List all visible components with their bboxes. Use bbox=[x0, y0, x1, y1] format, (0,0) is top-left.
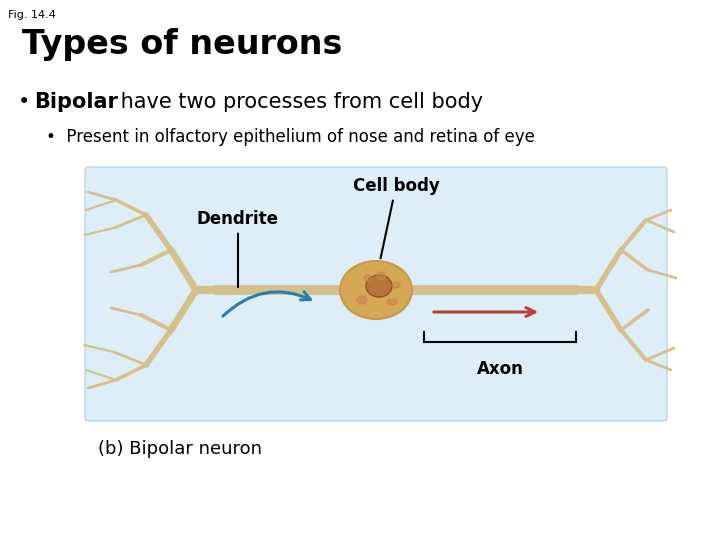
Ellipse shape bbox=[366, 275, 392, 297]
Ellipse shape bbox=[377, 272, 385, 280]
FancyArrowPatch shape bbox=[433, 308, 535, 316]
Text: Fig. 14.4: Fig. 14.4 bbox=[8, 10, 56, 20]
Ellipse shape bbox=[364, 275, 372, 281]
Ellipse shape bbox=[392, 282, 400, 288]
Text: have two processes from cell body: have two processes from cell body bbox=[114, 92, 483, 112]
FancyBboxPatch shape bbox=[85, 167, 667, 421]
Text: Dendrite: Dendrite bbox=[197, 210, 279, 287]
Text: Cell body: Cell body bbox=[353, 177, 439, 258]
Text: •: • bbox=[18, 92, 30, 112]
Text: (b) Bipolar neuron: (b) Bipolar neuron bbox=[98, 440, 262, 458]
Text: Bipolar: Bipolar bbox=[34, 92, 118, 112]
Text: Axon: Axon bbox=[477, 360, 523, 378]
Text: Types of neurons: Types of neurons bbox=[22, 28, 343, 61]
FancyArrowPatch shape bbox=[223, 292, 310, 316]
Ellipse shape bbox=[387, 299, 397, 305]
Text: •  Present in olfactory epithelium of nose and retina of eye: • Present in olfactory epithelium of nos… bbox=[46, 128, 535, 146]
Ellipse shape bbox=[340, 261, 412, 319]
Ellipse shape bbox=[357, 296, 367, 304]
